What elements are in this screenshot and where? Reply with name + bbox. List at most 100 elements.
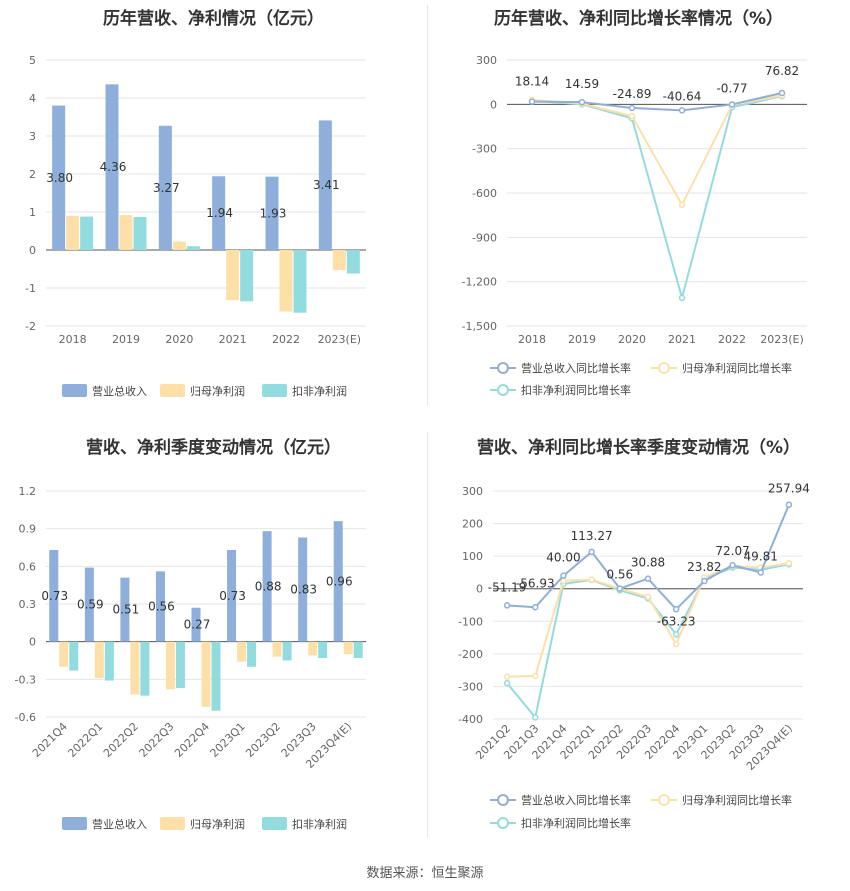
legend-label: 营业总收入同比增长率 bbox=[521, 361, 631, 375]
data-label: 0.73 bbox=[41, 589, 68, 603]
x-tick-label: 2022Q1 bbox=[65, 720, 105, 760]
data-label: 4.36 bbox=[100, 160, 127, 174]
annual-revenue-profit-panel: 历年营收、净利情况（亿元） -2 -1 0 1 2 3 4 5 2018 2019 2020 2021… bbox=[0, 0, 427, 410]
bar-revenue bbox=[262, 531, 272, 642]
data-label: 0.51 bbox=[113, 603, 140, 617]
y-tick-label: 5 bbox=[29, 54, 36, 67]
data-label: 0.27 bbox=[184, 618, 211, 632]
legend-marker bbox=[497, 794, 509, 806]
data-point bbox=[729, 561, 736, 569]
bar-deducted-profit bbox=[240, 250, 254, 302]
quarterly-growth-rate-panel: 营收、净利同比增长率季度变动情况（%） -400 -300 -200 -100 0 100… bbox=[427, 425, 850, 845]
bar-deducted-profit bbox=[175, 641, 185, 689]
data-label: 0.73 bbox=[219, 589, 246, 603]
data-point bbox=[785, 501, 793, 508]
x-tick-label: 2022Q4 bbox=[172, 720, 212, 760]
data-label: 0.56 bbox=[148, 600, 175, 614]
data-point bbox=[503, 673, 511, 680]
bar-revenue bbox=[120, 577, 130, 642]
bar-revenue bbox=[155, 571, 165, 642]
y-tick-label: -0.6 bbox=[15, 711, 36, 724]
legend-label: 营业总收入 bbox=[92, 384, 147, 398]
bar-net-profit bbox=[237, 641, 247, 662]
data-label: -63.23 bbox=[657, 614, 696, 628]
y-tick-label: -600 bbox=[472, 187, 497, 200]
data-label: -24.89 bbox=[613, 87, 652, 101]
y-tick-label: 4 bbox=[29, 92, 36, 105]
bar-revenue bbox=[212, 176, 226, 250]
y-tick-label: 0 bbox=[29, 636, 36, 649]
y-tick-label: -1 bbox=[25, 282, 36, 295]
bar-deducted-profit bbox=[247, 641, 257, 667]
x-tick-label: 2020 bbox=[618, 333, 646, 346]
bar-net-profit bbox=[343, 641, 353, 655]
x-tick-label: 2021Q4 bbox=[30, 720, 70, 760]
data-label: 0.83 bbox=[290, 583, 317, 597]
y-tick-label: -100 bbox=[458, 615, 483, 628]
data-label: -51.19 bbox=[488, 580, 527, 594]
quarterly-revenue-profit-panel: 营收、净利季度变动情况（亿元） -0.6 -0.3 0 0.3 0.6 0.9 1.2 202… bbox=[0, 425, 427, 845]
legend-swatch bbox=[262, 817, 287, 830]
legend-label: 扣非净利润 bbox=[292, 384, 347, 398]
bar-net-profit bbox=[66, 215, 80, 250]
data-point bbox=[503, 679, 511, 687]
bar-revenue bbox=[84, 567, 94, 642]
data-point bbox=[588, 548, 595, 556]
data-label: 0.59 bbox=[77, 598, 104, 612]
data-point bbox=[528, 98, 536, 105]
y-tick-label: 0.3 bbox=[19, 598, 37, 611]
bar-deducted-profit bbox=[140, 641, 150, 696]
legend-label: 扣非净利润 bbox=[292, 817, 347, 831]
data-point bbox=[503, 602, 511, 609]
bar-net-profit bbox=[226, 250, 240, 301]
bar-deducted-profit bbox=[211, 641, 221, 711]
y-tick-label: -2 bbox=[25, 320, 36, 333]
y-tick-label: 300 bbox=[462, 485, 483, 498]
x-tick-label: 2018 bbox=[518, 333, 546, 346]
legend-swatch bbox=[62, 817, 87, 830]
bar-net-profit bbox=[308, 641, 318, 656]
data-label: 3.41 bbox=[313, 178, 340, 192]
data-point bbox=[678, 201, 686, 209]
x-tick-label: 2023(E) bbox=[760, 333, 804, 346]
bar-deducted-profit bbox=[346, 250, 360, 274]
annual-growth-rate-chart: -1,500 -1,200 -900 -600 -300 0 300 2018 2019 2020… bbox=[462, 54, 807, 397]
data-point bbox=[628, 104, 636, 112]
data-point bbox=[778, 89, 786, 97]
data-point bbox=[532, 672, 539, 680]
data-label: -0.77 bbox=[716, 81, 747, 95]
y-tick-label: 1.2 bbox=[19, 485, 37, 498]
x-tick-label: 2020 bbox=[165, 333, 193, 346]
legend-swatch bbox=[160, 817, 185, 830]
legend-label: 营业总收入同比增长率 bbox=[521, 793, 631, 807]
y-tick-label: 200 bbox=[462, 518, 483, 531]
legend-swatch bbox=[262, 384, 287, 397]
y-tick-label: 100 bbox=[462, 550, 483, 563]
data-point bbox=[644, 575, 652, 582]
data-point bbox=[672, 640, 680, 648]
y-tick-label: -200 bbox=[458, 648, 483, 661]
data-label: 18.14 bbox=[515, 75, 549, 89]
data-label: 3.80 bbox=[46, 171, 73, 185]
bar-deducted-profit bbox=[293, 250, 307, 313]
bar-revenue bbox=[105, 84, 119, 250]
quarterly-growth-rate-chart: -400-300-200-10001002003002021Q22021Q320… bbox=[458, 482, 810, 830]
data-point bbox=[578, 98, 586, 106]
chart-title: 历年营收、净利同比增长率情况（%） bbox=[493, 9, 784, 29]
legend-label: 归母净利润同比增长率 bbox=[682, 361, 792, 375]
bar-net-profit bbox=[119, 215, 133, 250]
legend-marker bbox=[497, 384, 509, 396]
chart-title: 历年营收、净利情况（亿元） bbox=[103, 9, 324, 29]
bar-deducted-profit bbox=[69, 641, 79, 671]
bar-deducted-profit bbox=[80, 216, 94, 250]
bar-deducted-profit bbox=[104, 641, 114, 681]
data-label: 113.27 bbox=[571, 529, 613, 543]
y-tick-label: 1 bbox=[29, 206, 36, 219]
series-line bbox=[531, 94, 783, 207]
data-point bbox=[678, 107, 686, 114]
x-tick-label: 2023Q2 bbox=[243, 720, 283, 760]
data-point bbox=[701, 577, 708, 585]
bar-net-profit bbox=[332, 250, 346, 271]
data-label: 72.07 bbox=[715, 544, 749, 558]
series-line bbox=[531, 95, 783, 302]
